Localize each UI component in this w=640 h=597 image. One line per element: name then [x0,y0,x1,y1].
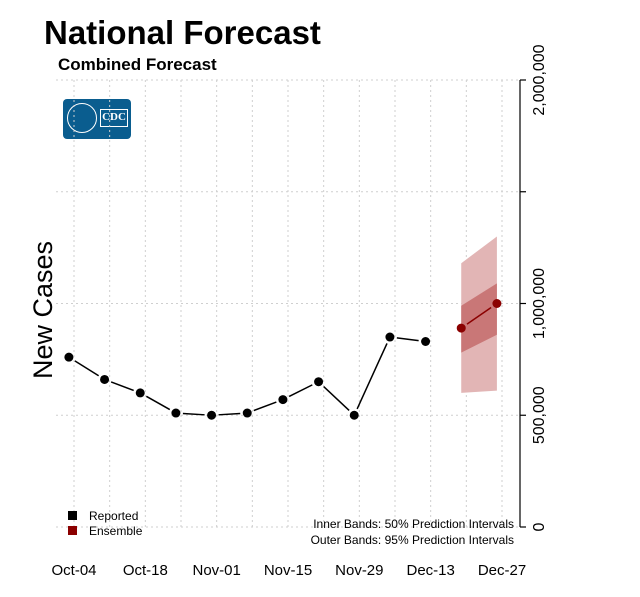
chart-subtitle: Combined Forecast [58,55,217,74]
x-tick-label: Nov-29 [335,562,383,579]
legend: Reported Ensemble [68,508,142,538]
legend-item-reported: Reported [68,508,142,523]
y-tick-label: 1,000,000 [531,268,548,339]
y-axis-label: New Cases [28,241,58,379]
series-line-reported [396,337,419,342]
data-point-reported [242,408,252,418]
x-tick-label: Dec-27 [478,562,526,579]
legend-swatch-ensemble [68,526,77,535]
data-point-reported [171,408,181,418]
cdc-logo-text: CDC [100,109,128,127]
series-line-reported [218,412,241,416]
series-line-reported [356,343,388,410]
legend-label-ensemble: Ensemble [89,523,143,538]
prediction-bands [461,236,497,393]
x-tick-label: Oct-18 [123,562,168,579]
series-line-reported [74,360,100,377]
data-point-reported [385,332,395,342]
data-point-reported [135,388,145,398]
series-line-reported [182,412,205,416]
data-point-ensemble [456,323,466,333]
y-tick-label: 2,000,000 [531,44,548,115]
axes: 0 500,000 1,000,000 2,000,000 Oct-04 Oct-18 No… [51,44,548,579]
note-outer-bands: Outer Bands: 95% Prediction Intervals [310,533,514,547]
series-line-reported [253,401,277,412]
data-point-reported [421,336,431,346]
legend-swatch-reported [68,511,77,520]
data-point-reported [64,352,74,362]
x-tick-label: Dec-13 [406,562,454,579]
series-lines [74,306,492,416]
data-point-reported [207,410,217,420]
series-line-reported [110,381,134,392]
x-tick-label: Nov-01 [192,562,240,579]
hhs-seal-icon [67,103,97,133]
series-points [64,299,502,420]
legend-label-reported: Reported [89,508,139,523]
inner-prediction-band [461,283,497,353]
chart-title: National Forecast [44,14,321,51]
legend-item-ensemble: Ensemble [68,523,142,538]
y-tick-label: 500,000 [531,386,548,444]
data-point-reported [278,395,288,405]
data-point-ensemble [492,299,502,308]
series-line-reported [288,384,313,398]
x-tick-label: Oct-04 [51,562,96,579]
x-tick-label: Nov-15 [264,562,312,579]
data-point-reported [349,410,359,420]
y-tick-label: 0 [531,522,548,531]
data-point-reported [100,374,110,384]
grid-lines [56,79,520,528]
series-line-reported [145,395,171,411]
series-line-ensemble [466,306,492,325]
note-inner-bands: Inner Bands: 50% Prediction Intervals [313,517,514,531]
series-line-reported [323,385,350,412]
data-point-reported [314,377,324,387]
